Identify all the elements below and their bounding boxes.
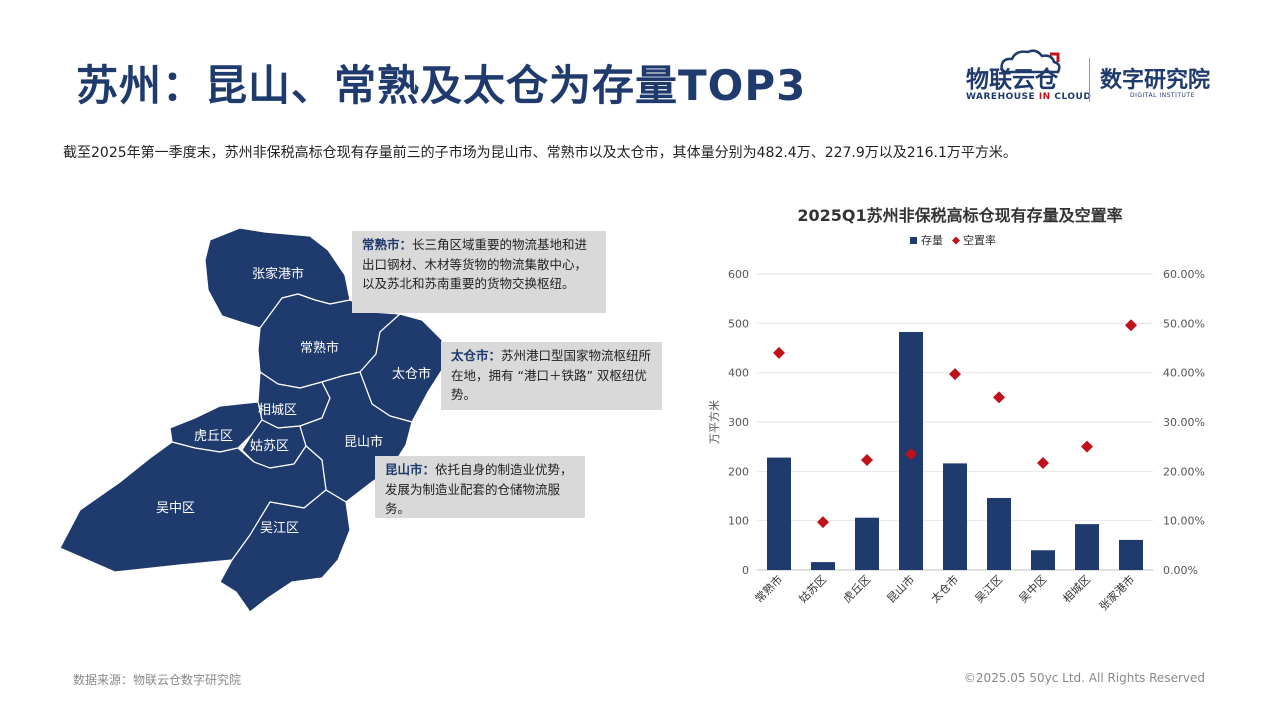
map-label: 张家港市	[252, 266, 304, 282]
vacancy-point	[861, 453, 873, 466]
y-tick-label: 400	[728, 367, 749, 380]
suzhou-map: 张家港市 常熟市 太仓市 相城区 虎丘区 姑苏区 昆山市 吴中区 吴江区	[60, 227, 443, 613]
bar	[1031, 550, 1055, 570]
bar	[767, 457, 791, 570]
x-tick-label: 吴中区	[1017, 573, 1050, 606]
logo-digital-institute-en: DIGITAL INSTITUTE	[1130, 92, 1195, 99]
y2-tick-label: 30.00%	[1163, 416, 1205, 429]
logo-divider	[1089, 58, 1090, 102]
vacancy-point	[1125, 319, 1137, 332]
y2-tick-label: 50.00%	[1163, 317, 1205, 330]
callout-text: 长三角区域重要的物流基地和进出口钢材、木材等货物的物流集散中心，以及苏北和苏南重…	[362, 237, 588, 291]
bar	[1075, 524, 1099, 570]
cloud-logo-icon	[1000, 49, 1061, 74]
map-label: 吴中区	[156, 501, 195, 516]
callout-title: 常熟市：	[362, 237, 413, 252]
map-label: 昆山市	[344, 434, 383, 450]
y-tick-label: 200	[728, 465, 749, 478]
bar	[1119, 539, 1143, 570]
logo-warehouse-cloud: 物联云仓	[966, 67, 1058, 93]
x-tick-label: 昆山市	[884, 572, 917, 605]
y2-tick-label: 10.00%	[1163, 515, 1205, 528]
callout-taicang: 太仓市：苏州港口型国家物流枢纽所在地，拥有 “港口＋铁路” 双枢纽优势。	[441, 342, 662, 410]
chart-bars	[767, 332, 1143, 570]
y-axis-label: 万平方米	[707, 400, 721, 444]
x-tick-label: 姑苏区	[797, 573, 830, 606]
y-tick-label: 0	[742, 564, 749, 577]
x-tick-label: 虎丘区	[841, 573, 874, 606]
y-tick-label: 100	[728, 515, 749, 528]
logo-en-part-c: CLOUD	[1054, 92, 1092, 102]
vacancy-point	[905, 448, 917, 461]
map-region-huqiu	[169, 401, 263, 453]
brand-logos: 物联云仓 WAREHOUSE IN CLOUD 数字研究院 DIGITAL IN…	[966, 49, 1226, 108]
chart-title: 2025Q1苏州非保税高标仓现有存量及空置率	[797, 206, 1123, 225]
callout-text: 依托自身的制造业优势，发展为制造业配套的仓储物流服务。	[385, 462, 573, 516]
bar	[811, 562, 835, 570]
stock-vacancy-chart: 存量 空置率 0 100 200 300 400 500 600 0.00% 10.00% 20.0…	[707, 233, 1205, 613]
callout-changshu: 常熟市：长三角区域重要的物流基地和进出口钢材、木材等货物的物流集散中心，以及苏北…	[352, 231, 606, 313]
bar	[987, 497, 1011, 570]
callout-kunshan: 昆山市：依托自身的制造业优势，发展为制造业配套的仓储物流服务。	[375, 456, 585, 518]
callout-title: 太仓市：	[451, 348, 502, 363]
page-title: 苏州：昆山、常熟及太仓为存量TOP3	[76, 61, 807, 110]
bar	[855, 517, 879, 570]
map-label: 常熟市	[300, 340, 339, 356]
map-region-wujiang	[219, 489, 351, 613]
vacancy-point	[773, 346, 785, 359]
map-label: 虎丘区	[194, 429, 233, 444]
logo-warehouse-cloud-en: WAREHOUSE IN CLOUD	[966, 92, 1091, 102]
y-tick-label: 600	[728, 268, 749, 281]
map-label: 太仓市	[392, 366, 431, 382]
y-tick-label: 300	[728, 416, 749, 429]
y-tick-label: 500	[728, 317, 749, 330]
vacancy-point	[949, 368, 961, 381]
y2-tick-label: 60.00%	[1163, 268, 1205, 281]
x-tick-label: 相城区	[1061, 573, 1094, 606]
legend-swatch-bar	[910, 237, 917, 244]
legend-swatch-point	[952, 236, 960, 245]
y2-tick-label: 0.00%	[1163, 564, 1198, 577]
bar	[943, 463, 967, 570]
vacancy-point	[1037, 456, 1049, 469]
logo-en-part-b: IN	[1038, 92, 1051, 102]
vacancy-point	[817, 516, 829, 529]
callout-text: 苏州港口型国家物流枢纽所在地，拥有 “港口＋铁路” 双枢纽优势。	[451, 348, 652, 402]
map-label: 姑苏区	[250, 438, 289, 454]
summary-text: 截至2025年第一季度末，苏州非保税高标仓现有存量前三的子市场为昆山市、常熟市以…	[63, 145, 1017, 161]
callout-title: 昆山市：	[385, 462, 436, 477]
vacancy-point	[993, 391, 1005, 404]
logo-en-part-a: WAREHOUSE	[966, 92, 1036, 102]
x-tick-label: 吴江区	[973, 573, 1006, 606]
x-tick-label: 常熟市	[752, 572, 785, 605]
y2-tick-label: 40.00%	[1163, 367, 1205, 380]
x-tick-label: 太仓市	[928, 572, 961, 605]
chart-legend: 存量 空置率	[910, 233, 996, 247]
map-label: 相城区	[258, 403, 297, 418]
vacancy-point	[1081, 440, 1093, 453]
logo-digital-institute: 数字研究院	[1100, 68, 1211, 93]
legend-label: 存量	[921, 233, 943, 247]
x-tick-label: 张家港市	[1096, 572, 1137, 613]
chart-points	[773, 319, 1137, 529]
data-source: 数据来源：物联云仓数字研究院	[73, 673, 242, 687]
legend-label: 空置率	[963, 233, 996, 247]
copyright: ©2025.05 50yc Ltd. All Rights Reserved	[963, 671, 1205, 685]
map-label: 吴江区	[260, 521, 299, 536]
y2-tick-label: 20.00%	[1163, 465, 1205, 478]
